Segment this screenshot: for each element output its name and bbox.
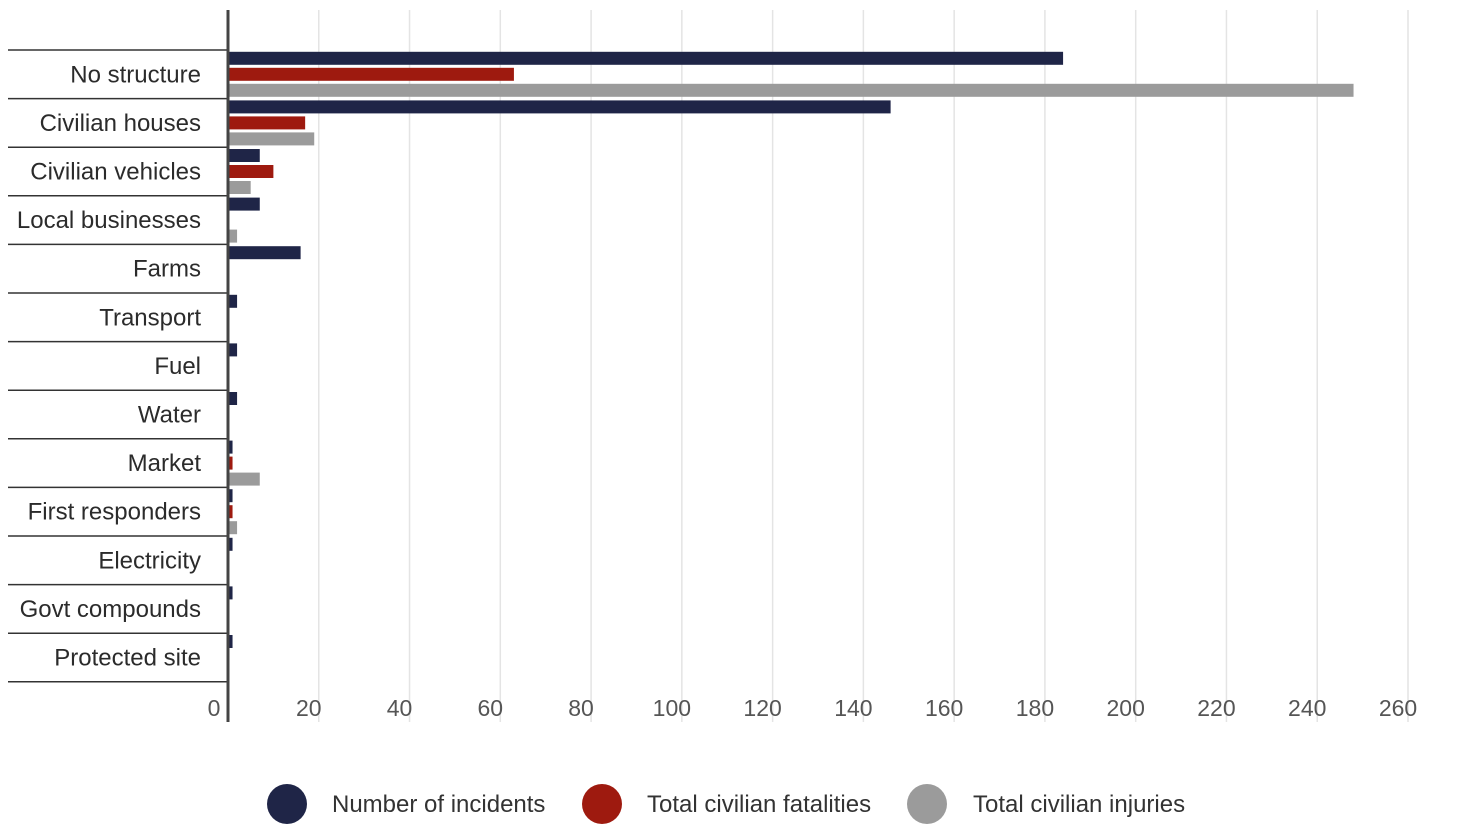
x-tick-label: 160 [925,695,963,721]
bar-number-of-incidents-market [228,440,233,454]
bar-total-civilian-fatalities-market [228,456,233,470]
category-label: Govt compounds [20,596,201,623]
x-tick-label: 80 [568,695,594,721]
x-tick-label: 20 [296,695,322,721]
legend-label: Total civilian fatalities [647,791,871,818]
bars [228,51,1354,648]
bar-number-of-incidents-protected-site [228,635,233,648]
category-label: Transport [99,304,201,331]
bar-total-civilian-fatalities-no-structure [228,67,514,81]
bar-total-civilian-fatalities-civilian-houses [228,116,306,130]
legend-swatch [582,784,622,824]
bar-number-of-incidents-farms [228,246,301,260]
bar-total-civilian-injuries-local-businesses [228,229,238,243]
gridlines [318,10,1409,722]
category-label: Electricity [98,547,201,574]
legend-swatch [907,784,947,824]
legend-label: Number of incidents [332,791,545,818]
category-label: No structure [70,61,201,88]
category-label: Local businesses [17,207,201,234]
bar-total-civilian-injuries-market [228,472,260,486]
x-tick-label: 100 [653,695,691,721]
x-tick-label: 140 [834,695,872,721]
bar-total-civilian-injuries-civilian-vehicles [228,181,251,194]
category-label: Civilian houses [40,110,201,137]
bar-total-civilian-fatalities-civilian-vehicles [228,165,274,178]
bar-number-of-incidents-no-structure [228,51,1064,65]
x-tick-label: 60 [478,695,504,721]
x-tick-label: 40 [387,695,413,721]
category-label: Market [128,450,202,477]
bar-number-of-incidents-civilian-vehicles [228,149,260,162]
bar-number-of-incidents-local-businesses [228,197,260,211]
category-label: Farms [133,256,201,283]
legend-swatch [267,784,307,824]
x-tick-labels: 0 20 40 60 80 100 120 140 160 180 200 220 240 260 [208,695,1418,721]
x-tick-label: 0 [208,695,221,721]
category-labels: No structure Civilian houses Civilian vehi… [17,61,201,671]
bar-number-of-incidents-govt-compounds [228,586,233,600]
bar-number-of-incidents-first-responders [228,489,233,503]
legend: Number of incidents Total civilian fatali… [267,784,1185,824]
row-separators [8,49,228,683]
category-label: First responders [28,499,201,526]
bar-total-civilian-injuries-civilian-houses [228,132,315,146]
category-label: Civilian vehicles [30,159,201,186]
bar-number-of-incidents-fuel [228,343,238,357]
x-tick-label: 120 [743,695,781,721]
bar-total-civilian-injuries-first-responders [228,521,238,535]
category-label: Protected site [54,645,201,672]
bar-number-of-incidents-civilian-houses [228,100,891,114]
bar-total-civilian-injuries-no-structure [228,83,1354,97]
x-tick-label: 220 [1197,695,1235,721]
x-tick-label: 260 [1379,695,1417,721]
bar-total-civilian-fatalities-first-responders [228,505,233,519]
x-tick-label: 240 [1288,695,1326,721]
bar-number-of-incidents-electricity [228,537,233,551]
x-tick-label: 180 [1016,695,1054,721]
category-label: Water [138,402,201,429]
legend-label: Total civilian injuries [973,791,1185,818]
category-label: Fuel [154,353,201,380]
x-tick-label: 200 [1107,695,1145,721]
bar-number-of-incidents-transport [228,294,238,308]
bar-number-of-incidents-water [228,392,238,405]
